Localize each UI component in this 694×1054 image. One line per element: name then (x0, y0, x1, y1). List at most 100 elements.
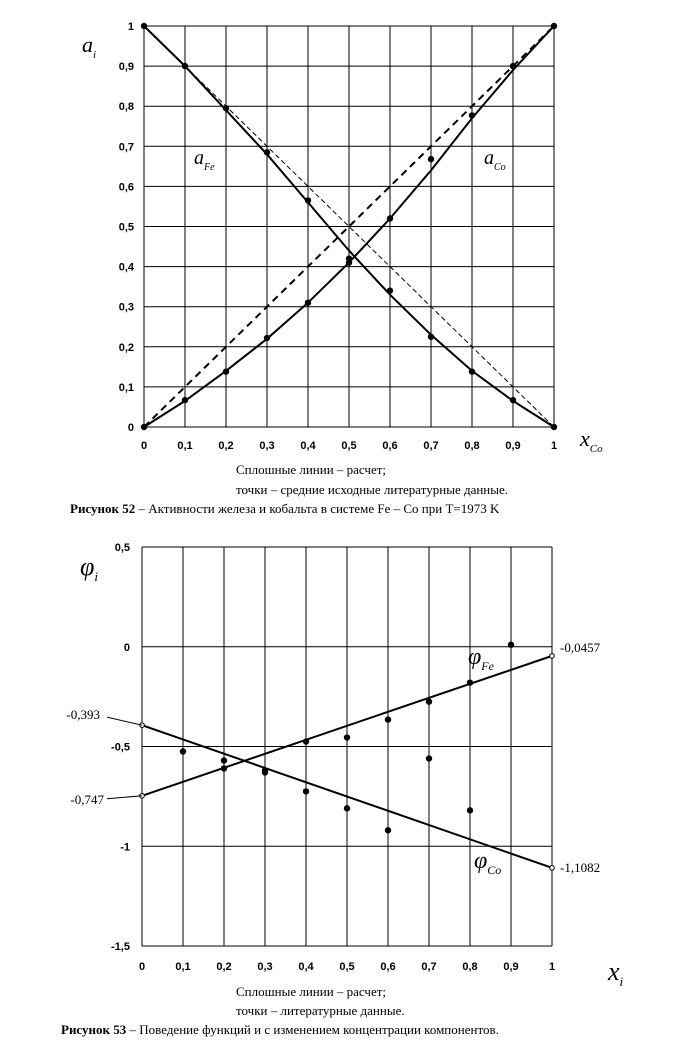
x-tick-label: 0 (139, 961, 145, 973)
x-tick-label: 0,1 (177, 440, 192, 452)
y-tick-label: -0,5 (111, 742, 130, 754)
data-point (222, 368, 230, 375)
x-tick-label: 0,7 (423, 440, 438, 452)
x-tick-label: 0,1 (175, 961, 190, 973)
data-point (427, 333, 435, 340)
data-point (468, 368, 476, 375)
series-label-phi-co-main: φ (474, 848, 487, 874)
figure-caption-text: – Поведение функций и с изменением конце… (126, 1022, 499, 1037)
endpoint-marker (549, 865, 555, 871)
data-point (222, 105, 230, 112)
data-point (384, 716, 392, 723)
data-point (181, 62, 189, 70)
x-tick-label: 0,5 (341, 440, 356, 452)
y-tick-label: -1 (120, 841, 130, 853)
x-axis-label-main: x (579, 426, 590, 451)
y-tick-label: 0,9 (119, 61, 134, 73)
endpoint-marker (549, 653, 555, 659)
data-point (140, 22, 148, 30)
y-axis-label-main: a (82, 32, 93, 57)
y-tick-label: 0,3 (119, 302, 134, 314)
data-point (304, 197, 312, 204)
data-point (343, 734, 351, 741)
figure-caption-text: – Активности железа и кобальта в системе… (135, 501, 500, 516)
x-axis-label: xCo (579, 426, 603, 455)
y-axis-label-sub: i (93, 49, 96, 61)
x-tick-label: 0,6 (380, 961, 395, 973)
x-tick-label: 0,5 (339, 961, 354, 973)
data-point (140, 423, 148, 431)
x-axis-label-sub: i (620, 974, 624, 989)
note-line-1: Сплошные линии – расчет; (236, 462, 386, 477)
data-point (425, 755, 433, 762)
data-point (302, 788, 310, 795)
series-label-a-fe: aFe (194, 147, 215, 173)
data-point (304, 299, 312, 306)
data-point (425, 698, 433, 705)
x-tick-label: 0,4 (298, 961, 314, 973)
y-tick-label: 0 (124, 642, 130, 654)
y-axis-label-main: φ (80, 552, 94, 581)
series-label-a-co-sub: Co (494, 162, 506, 173)
series-label-phi-fe-sub: Fe (480, 659, 494, 673)
data-point (263, 149, 271, 156)
data-point (345, 255, 353, 262)
data-point (386, 215, 394, 222)
figure-number: Рисунок 52 (70, 501, 135, 516)
y-axis-label-sub: i (94, 569, 98, 584)
y-tick-label: 0,5 (115, 542, 130, 554)
series-line-afe (143, 25, 555, 428)
data-point (550, 22, 558, 30)
series-line-fe (141, 654, 553, 797)
x-tick-label: 1 (549, 961, 555, 973)
annotation-fe-end: -0,0457 (560, 640, 601, 655)
y-tick-label: 0,7 (119, 141, 134, 153)
x-axis-label-sub: Co (590, 443, 603, 455)
series-label-a-fe-sub: Fe (203, 162, 215, 173)
series-label-a-fe-main: a (194, 147, 204, 169)
data-point (466, 807, 474, 814)
x-axis-label-main: x (607, 957, 620, 986)
x-tick-label: 0 (141, 440, 147, 452)
x-tick-label: 0,8 (464, 440, 479, 452)
figure-number: Рисунок 53 (61, 1022, 127, 1037)
y-axis-label: φi (80, 552, 98, 584)
data-point (263, 334, 271, 342)
x-tick-label: 0,3 (259, 440, 274, 452)
data-point (220, 765, 228, 772)
x-tick-label: 0,7 (421, 961, 436, 973)
y-tick-label: 0,1 (119, 382, 134, 394)
x-axis-label: xi (607, 957, 624, 989)
x-tick-label: 0,8 (462, 961, 477, 973)
data-point (466, 679, 474, 686)
y-tick-label: -1,5 (111, 941, 130, 953)
data-point (509, 396, 517, 404)
annotation-leader (106, 716, 143, 726)
series-line-co (141, 724, 553, 869)
series-label-a-co-main: a (484, 147, 494, 169)
y-tick-label: 0,6 (119, 181, 134, 193)
data-point (550, 423, 558, 431)
data-point (427, 155, 435, 163)
x-tick-label: 0,4 (300, 440, 316, 452)
data-point (220, 757, 228, 764)
x-tick-label: 0,9 (505, 440, 520, 452)
y-tick-label: 0,2 (119, 342, 134, 354)
y-axis-label: ai (82, 32, 96, 61)
series-label-phi-co: φCo (474, 848, 501, 877)
data-point (302, 738, 310, 745)
data-point (386, 287, 394, 294)
data-point (384, 827, 392, 834)
annotation-fe-start: -0,747 (70, 792, 104, 807)
note-line-1: Сплошные линии – расчет; (236, 984, 386, 999)
data-point (343, 805, 351, 812)
note-line-2: точки – средние исходные литературные да… (236, 482, 508, 497)
data-point (509, 62, 517, 70)
x-tick-label: 1 (551, 440, 557, 452)
y-tick-label: 0,5 (119, 222, 134, 234)
phi-function-chart: 0 0,1 0,2 0,3 0,4 0,5 0,6 0,7 0,8 0,9 1 0,5 0 -0,5 -1 -… (61, 542, 624, 1037)
series-label-a-co: aCo (484, 147, 506, 173)
data-point (507, 641, 515, 648)
data-point (181, 396, 189, 404)
note-line-2: точки – литературные данные. (236, 1003, 405, 1018)
